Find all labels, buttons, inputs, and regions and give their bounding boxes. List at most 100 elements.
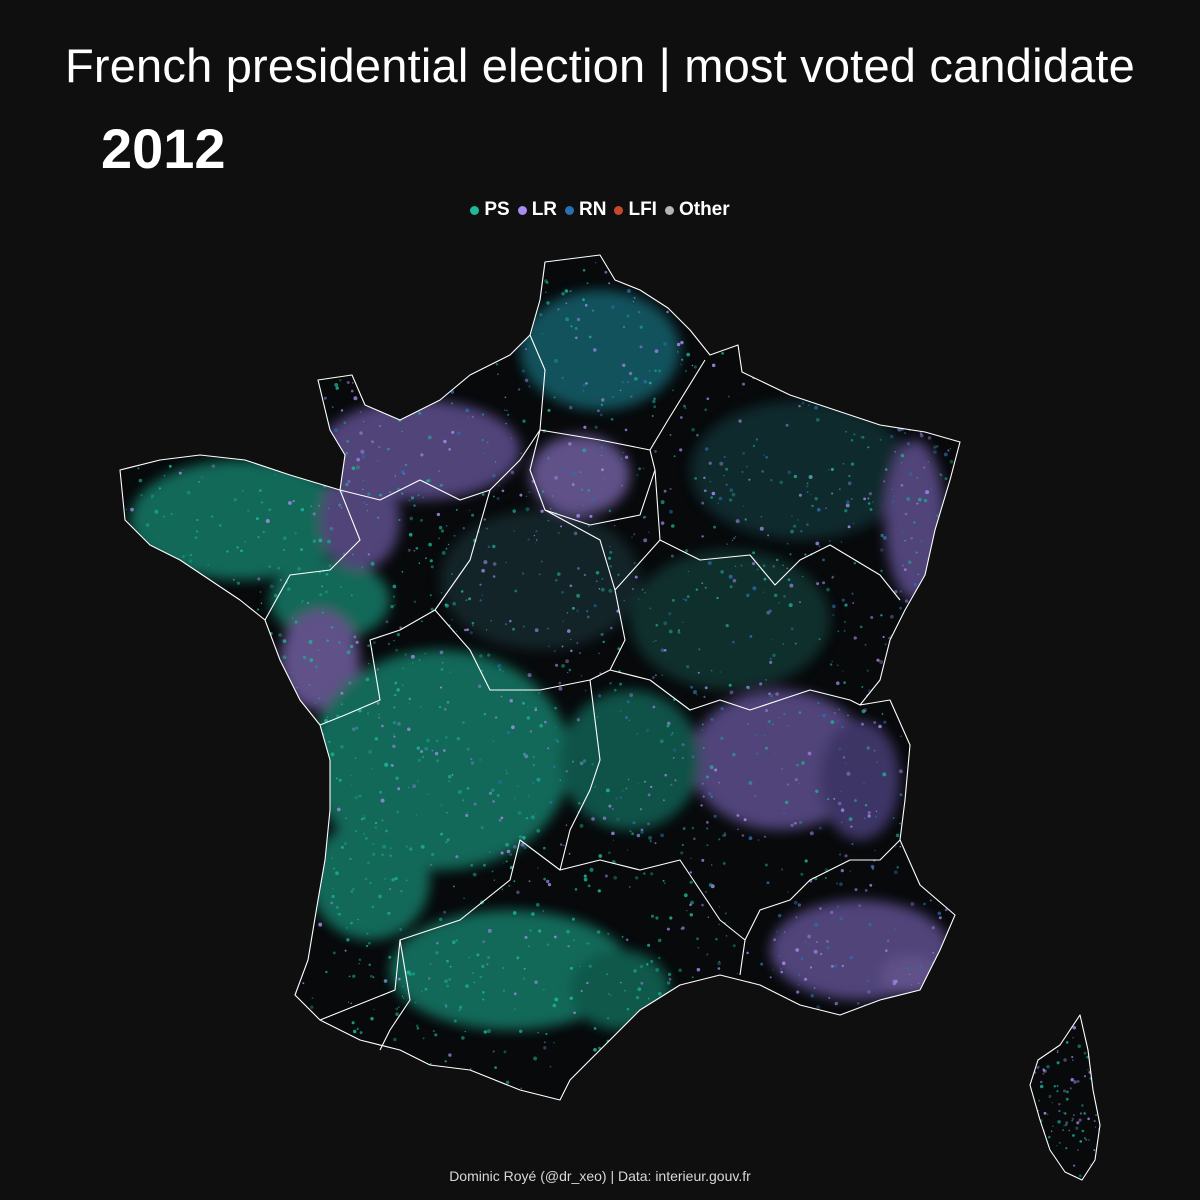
commune-dot bbox=[346, 927, 348, 929]
commune-dot bbox=[392, 733, 395, 736]
commune-dot bbox=[157, 562, 159, 564]
commune-dot bbox=[1038, 1026, 1041, 1030]
commune-dot bbox=[292, 617, 294, 620]
commune-dot bbox=[725, 623, 729, 628]
commune-dot bbox=[340, 703, 343, 706]
commune-dot bbox=[867, 502, 871, 505]
commune-dot bbox=[804, 1083, 806, 1086]
commune-dot bbox=[844, 762, 847, 765]
commune-dot bbox=[283, 424, 288, 429]
commune-dot bbox=[749, 634, 753, 638]
commune-dot bbox=[769, 1031, 773, 1036]
commune-dot bbox=[794, 274, 798, 279]
commune-dot bbox=[1056, 1084, 1059, 1087]
commune-dot bbox=[669, 509, 673, 514]
commune-dot bbox=[543, 877, 546, 881]
commune-dot bbox=[625, 1066, 627, 1068]
commune-dot bbox=[655, 639, 657, 642]
commune-dot bbox=[178, 471, 182, 475]
commune-dot bbox=[1037, 1065, 1040, 1069]
commune-dot bbox=[249, 1036, 253, 1041]
commune-dot bbox=[580, 1083, 582, 1086]
commune-dot bbox=[928, 989, 931, 992]
commune-dot bbox=[687, 289, 691, 293]
commune-dot bbox=[648, 1007, 650, 1009]
commune-dot bbox=[752, 551, 756, 555]
commune-dot bbox=[707, 1003, 711, 1007]
commune-dot bbox=[660, 500, 665, 505]
commune-dot bbox=[335, 777, 338, 780]
commune-dot bbox=[505, 860, 508, 863]
commune-dot bbox=[651, 414, 654, 418]
commune-dot bbox=[546, 879, 550, 884]
commune-dot bbox=[287, 758, 292, 762]
commune-dot bbox=[836, 664, 839, 666]
commune-dot bbox=[1093, 1069, 1098, 1073]
commune-dot bbox=[704, 686, 708, 690]
commune-dot bbox=[853, 352, 856, 355]
commune-dot bbox=[376, 345, 378, 348]
commune-dot bbox=[491, 788, 495, 793]
commune-dot bbox=[706, 827, 709, 830]
commune-dot bbox=[569, 584, 573, 588]
commune-dot bbox=[811, 504, 814, 508]
commune-dot bbox=[945, 722, 950, 727]
commune-dot bbox=[654, 349, 659, 353]
commune-dot bbox=[468, 597, 472, 601]
commune-dot bbox=[727, 1018, 730, 1021]
commune-dot bbox=[724, 912, 727, 915]
commune-dot bbox=[1098, 1137, 1100, 1141]
commune-dot bbox=[266, 328, 269, 331]
commune-dot bbox=[301, 323, 305, 327]
commune-dot bbox=[650, 872, 654, 876]
commune-dot bbox=[639, 325, 643, 329]
commune-dot bbox=[459, 264, 463, 268]
commune-dot bbox=[1038, 1032, 1042, 1036]
commune-dot bbox=[736, 814, 740, 817]
commune-dot bbox=[1048, 1094, 1052, 1098]
commune-dot bbox=[480, 365, 483, 368]
commune-dot bbox=[123, 459, 127, 463]
commune-dot bbox=[400, 470, 405, 474]
commune-dot bbox=[654, 450, 657, 453]
commune-dot bbox=[278, 666, 281, 670]
commune-dot bbox=[151, 497, 153, 499]
commune-dot bbox=[830, 720, 835, 724]
commune-dot bbox=[684, 598, 688, 602]
commune-dot bbox=[279, 460, 281, 462]
commune-dot bbox=[1092, 1018, 1096, 1022]
commune-dot bbox=[624, 715, 629, 720]
commune-dot bbox=[297, 567, 301, 571]
commune-dot bbox=[156, 444, 161, 449]
commune-dot bbox=[899, 590, 902, 593]
commune-dot bbox=[655, 291, 660, 295]
commune-dot bbox=[1072, 1164, 1076, 1167]
commune-dot bbox=[309, 474, 314, 479]
commune-dot bbox=[479, 280, 482, 283]
commune-dot bbox=[522, 701, 525, 705]
commune-dot bbox=[945, 1040, 947, 1042]
commune-dot bbox=[350, 594, 353, 597]
commune-dot bbox=[621, 484, 623, 487]
commune-dot bbox=[944, 430, 946, 432]
commune-dot bbox=[506, 849, 511, 854]
commune-dot bbox=[188, 901, 190, 903]
commune-dot bbox=[888, 636, 891, 640]
commune-dot bbox=[852, 602, 855, 604]
commune-dot bbox=[637, 987, 642, 992]
commune-dot bbox=[528, 385, 531, 388]
commune-dot bbox=[638, 467, 641, 471]
commune-dot bbox=[1047, 1021, 1051, 1024]
commune-dot bbox=[925, 557, 928, 560]
commune-dot bbox=[381, 819, 384, 822]
commune-dot bbox=[833, 1082, 838, 1086]
commune-dot bbox=[151, 415, 155, 419]
commune-dot bbox=[770, 327, 773, 330]
commune-dot bbox=[399, 928, 403, 931]
commune-dot bbox=[756, 1056, 759, 1059]
commune-dot bbox=[407, 1093, 412, 1098]
commune-dot bbox=[549, 1065, 552, 1068]
commune-dot bbox=[129, 323, 132, 326]
commune-dot bbox=[325, 264, 329, 268]
commune-dot bbox=[631, 587, 634, 591]
